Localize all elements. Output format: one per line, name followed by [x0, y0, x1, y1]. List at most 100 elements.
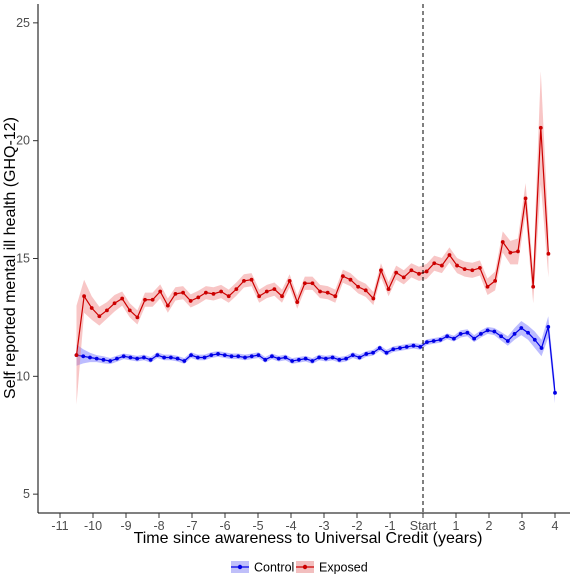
- series-control-point: [431, 339, 436, 343]
- series-control-point: [505, 339, 510, 343]
- series-control-point: [216, 352, 220, 356]
- series-control-point: [88, 355, 92, 360]
- series-control-point: [195, 355, 200, 360]
- series-exposed-point: [89, 306, 94, 310]
- series-control-point: [283, 355, 288, 360]
- x-tick-label: 4: [552, 519, 559, 533]
- series-control-point: [303, 356, 308, 361]
- legend-label-control: Control: [254, 561, 294, 575]
- series-exposed-point: [318, 289, 322, 294]
- series-exposed-point: [219, 289, 224, 294]
- series-control-point: [155, 353, 160, 358]
- series-exposed-point: [135, 315, 140, 320]
- series-control-point: [229, 354, 234, 359]
- series-control-point: [398, 346, 402, 350]
- series-exposed-point: [158, 289, 163, 294]
- series-exposed-point: [105, 308, 109, 313]
- series-control-point: [243, 355, 247, 360]
- series-control-point: [128, 355, 133, 360]
- series-exposed-point: [333, 294, 338, 299]
- series-control-point: [236, 354, 241, 359]
- series-exposed-point: [280, 294, 284, 299]
- series-control-point: [384, 350, 389, 355]
- series-control-point: [499, 334, 503, 339]
- series-exposed-point: [150, 297, 155, 302]
- series-exposed-point: [432, 261, 437, 266]
- series-control-point: [411, 343, 416, 348]
- y-tick-label: 20: [16, 134, 30, 148]
- series-control-point: [249, 354, 254, 359]
- series-control-point: [344, 356, 348, 361]
- series-exposed-point: [424, 269, 429, 274]
- series-control-point: [141, 355, 146, 360]
- series-control-point: [121, 354, 126, 359]
- series-exposed-line: [75, 127, 549, 356]
- series-control-point: [310, 359, 315, 363]
- series-exposed-point: [310, 281, 315, 286]
- y-tick-label: 15: [16, 252, 30, 266]
- y-axis-title: Self reported mental ill health (GHQ-12): [2, 117, 19, 399]
- series-control-point: [209, 353, 214, 358]
- series-control-point: [182, 359, 187, 363]
- series-control-point: [532, 337, 537, 342]
- series-control-point: [418, 344, 423, 349]
- series-exposed-point: [485, 284, 490, 289]
- series-control-point: [162, 355, 167, 360]
- series-exposed-point: [188, 299, 193, 303]
- series-control-point: [404, 344, 409, 349]
- series-control-point: [202, 355, 207, 360]
- series-exposed-point: [295, 300, 300, 304]
- legend-label-exposed: Exposed: [319, 561, 368, 575]
- series-control-point: [276, 356, 281, 361]
- series-exposed-point: [242, 278, 246, 283]
- series-control-point: [290, 359, 295, 363]
- x-axis: -11 -10 -9 -8 -7 -6 -5 -4 -3 -2 -1 Start 1 2 3 4: [38, 512, 570, 533]
- series-exposed-point: [173, 291, 178, 296]
- series-control-point: [553, 390, 557, 395]
- x-tick-label: -10: [84, 519, 102, 533]
- series-control-point: [168, 355, 173, 360]
- series-exposed-point: [203, 290, 208, 295]
- series-exposed-point: [363, 288, 368, 293]
- series-exposed-point: [74, 353, 79, 358]
- series-exposed-point: [371, 296, 376, 301]
- series-exposed-point: [356, 284, 361, 289]
- series-control-point: [115, 356, 119, 361]
- x-tick-label: 1: [453, 519, 460, 533]
- series-exposed-point: [234, 287, 239, 292]
- legend: Control Exposed: [231, 561, 368, 575]
- series-control-point: [546, 324, 551, 329]
- x-tick-label: -11: [51, 519, 68, 533]
- series-exposed-point: [409, 268, 414, 273]
- series-control-point: [189, 353, 193, 358]
- series-exposed-point: [257, 294, 262, 299]
- x-tick-label: 2: [486, 519, 493, 533]
- series-exposed-point: [196, 295, 201, 300]
- series-exposed-point: [439, 263, 444, 268]
- x-tick-label: -9: [120, 519, 131, 533]
- x-tick-label: -1: [384, 519, 395, 533]
- series-control-point: [465, 330, 470, 335]
- series-exposed-point: [546, 251, 551, 256]
- series-control-point: [438, 337, 443, 342]
- series-control-point: [371, 350, 375, 355]
- series-exposed-point: [127, 308, 132, 313]
- series-control-point: [391, 347, 396, 352]
- series-exposed-point: [112, 301, 117, 306]
- series-exposed-point: [264, 289, 269, 294]
- series-control-point: [512, 332, 517, 336]
- series-control-point: [519, 326, 524, 330]
- series-control-point: [485, 328, 490, 333]
- x-axis-title: Time since awareness to Universal Credit…: [134, 530, 483, 547]
- series-control-point: [425, 340, 429, 345]
- series-control-point: [256, 353, 261, 358]
- series-control-point: [101, 357, 106, 362]
- series-exposed-ci-band: [76, 71, 549, 405]
- series-exposed-point: [470, 268, 475, 273]
- series-exposed-point: [302, 281, 307, 286]
- series-control-point: [94, 356, 99, 361]
- series-exposed-point: [181, 290, 185, 295]
- series-exposed-point: [531, 284, 536, 289]
- series-exposed-point: [379, 268, 383, 273]
- x-tick-label: -7: [186, 519, 197, 533]
